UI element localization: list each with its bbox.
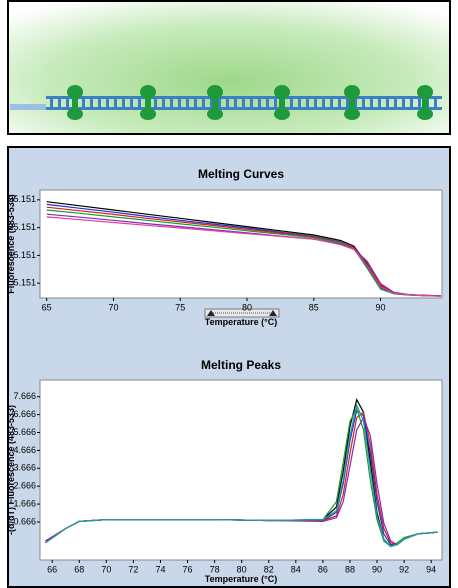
x-tick-label: 66 (47, 564, 57, 574)
x-axis-label: Temperature (°C) (205, 317, 277, 327)
x-tick-label: 72 (128, 564, 138, 574)
x-tick-label: 94 (426, 564, 436, 574)
y-axis-label: -(d/dT) Fluorescence (483-533) (6, 405, 16, 535)
y-tick-label: 0.666 (13, 516, 36, 526)
x-tick-label: 88 (345, 564, 355, 574)
y-tick-label: 6.666 (13, 409, 36, 419)
plot-area (39, 189, 443, 299)
dna-strand-faded (10, 104, 46, 110)
y-tick-label: 2.666 (13, 481, 36, 491)
y-tick-label: 35.151 (8, 194, 36, 204)
range-slider[interactable] (204, 308, 280, 318)
y-tick-label: 1.666 (13, 498, 36, 508)
chart-title: Melting Curves (198, 167, 284, 181)
y-tick-label: 5.666 (13, 427, 36, 437)
x-tick-label: 68 (74, 564, 84, 574)
x-tick-label: 85 (309, 302, 319, 312)
x-tick-label: 90 (372, 564, 382, 574)
x-tick-label: 74 (155, 564, 165, 574)
y-axis-label: Fluorescence (483-533) (6, 194, 16, 294)
x-tick-label: 80 (237, 564, 247, 574)
x-tick-label: 75 (175, 302, 185, 312)
y-tick-label: 4.666 (13, 445, 36, 455)
x-tick-label: 84 (291, 564, 301, 574)
chart-title: Melting Peaks (201, 358, 281, 372)
x-tick-label: 70 (101, 564, 111, 574)
x-tick-label: 86 (318, 564, 328, 574)
illustration-panel (7, 0, 451, 135)
x-tick-label: 92 (399, 564, 409, 574)
x-tick-label: 65 (42, 302, 52, 312)
curve (46, 216, 441, 297)
x-tick-label: 78 (210, 564, 220, 574)
x-axis-label: Temperature (°C) (205, 574, 277, 584)
x-tick-label: 80 (242, 302, 252, 312)
x-tick-label: 82 (264, 564, 274, 574)
curve (45, 403, 438, 548)
x-tick-label: 76 (183, 564, 193, 574)
x-tick-label: 70 (108, 302, 118, 312)
y-tick-label: 5.151 (13, 278, 36, 288)
y-tick-label: 3.666 (13, 463, 36, 473)
x-tick-label: 90 (376, 302, 386, 312)
y-tick-label: 25.151 (8, 222, 36, 232)
y-tick-label: 7.666 (13, 391, 36, 401)
y-tick-label: 15.151 (8, 250, 36, 260)
